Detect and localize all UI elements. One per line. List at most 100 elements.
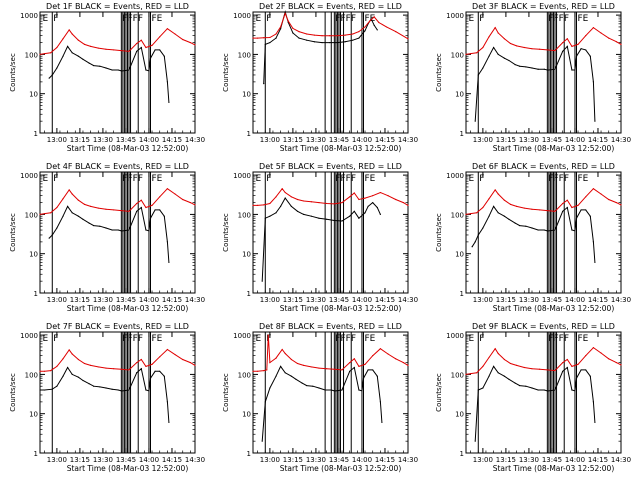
series-point-events <box>503 215 505 217</box>
series-point-lld <box>77 199 79 201</box>
series-point-events <box>333 390 335 392</box>
x-tick-label: 13:00 <box>260 136 280 144</box>
series-point-lld <box>546 209 548 212</box>
x-tick-label: 14:15 <box>375 456 395 464</box>
series-point-lld <box>482 365 484 367</box>
series-point-lld <box>482 46 484 49</box>
series-point-events <box>51 74 53 76</box>
series-point-lld <box>39 213 41 216</box>
series-line-lld <box>253 335 409 372</box>
series-point-events <box>128 389 130 391</box>
series-line-lld <box>253 12 409 40</box>
series-line-events <box>40 366 170 423</box>
series-point-events <box>48 77 50 79</box>
series-point-lld <box>182 38 184 41</box>
series-point-events <box>284 11 286 13</box>
series-point-events <box>280 365 282 367</box>
y-tick-label: 100 <box>25 211 38 219</box>
series-point-events <box>269 387 271 389</box>
series-point-events <box>548 390 550 392</box>
x-tick-label: 13:45 <box>116 456 136 464</box>
flag-label: E <box>469 174 475 184</box>
series-point-events <box>149 217 152 219</box>
flag-label: E <box>256 174 262 184</box>
y-tick-label: 100 <box>238 51 251 59</box>
series-point-lld <box>140 358 142 361</box>
y-axis-label: Counts/sec <box>9 213 17 252</box>
series-point-lld <box>608 358 610 360</box>
series-point-events <box>585 209 587 211</box>
x-tick-label: 13:30 <box>519 456 539 464</box>
series-point-lld <box>395 198 397 201</box>
series-point-lld <box>182 198 184 201</box>
series-point-events <box>280 28 282 30</box>
series-point-lld <box>306 33 308 35</box>
chart-panel-3: Det 3F BLACK = Events, RED = LLD 1 10 100 10… <box>435 2 631 153</box>
series-point-events <box>574 390 576 392</box>
series-point-events <box>554 229 556 231</box>
y-axis-label: Counts/sec <box>9 53 17 92</box>
series-point-events <box>296 210 299 212</box>
series-point-events <box>548 69 550 71</box>
series-point-events <box>321 41 323 44</box>
series-point-lld <box>326 202 328 205</box>
series-point-lld <box>554 369 556 372</box>
series-point-lld <box>83 362 86 365</box>
y-tick-label: 1 <box>247 290 251 298</box>
series-point-events <box>575 377 578 379</box>
series-point-events <box>554 389 556 391</box>
series-point-events <box>474 241 476 243</box>
series-point-lld <box>385 26 388 28</box>
series-point-lld <box>113 368 115 370</box>
series-point-lld <box>494 348 496 350</box>
x-tick-label: 14:30 <box>611 136 631 144</box>
series-point-events <box>122 390 124 392</box>
x-tick-label: 14:15 <box>162 136 182 144</box>
series-point-events <box>335 390 337 392</box>
chart-title: Det 1F BLACK = Events, RED = LLD <box>46 2 189 11</box>
series-point-lld <box>68 189 70 191</box>
series-point-lld <box>379 191 381 194</box>
series-point-events <box>159 370 161 372</box>
series-point-lld <box>252 37 254 39</box>
series-point-lld <box>174 33 176 35</box>
y-tick-label: 1 <box>460 290 464 298</box>
series-point-events <box>537 68 539 70</box>
series-point-events <box>592 241 594 243</box>
series-point-lld <box>189 361 191 364</box>
x-axis-label: Start Time (08-Mar-03 12:52:00) <box>493 144 615 153</box>
series-point-lld <box>620 364 622 366</box>
plot-frame <box>39 11 196 134</box>
series-point-lld <box>252 370 254 372</box>
series-point-lld <box>333 368 335 370</box>
series-point-events <box>488 375 490 377</box>
series-point-events <box>99 386 101 388</box>
series-point-lld <box>275 196 277 198</box>
x-tick-label: 13:15 <box>283 456 303 464</box>
x-tick-label: 13:00 <box>47 456 67 464</box>
series-point-lld <box>120 209 122 212</box>
series-point-lld <box>71 33 73 35</box>
flag-label: E <box>43 334 49 344</box>
series-point-lld <box>267 334 269 336</box>
series-point-events <box>372 369 374 371</box>
series-point-events <box>514 382 516 384</box>
y-axis-label: Counts/sec <box>435 213 443 252</box>
series-point-events <box>136 50 138 52</box>
chart-panel-5: Det 5F BLACK = Events, RED = LLD 1 10 100 10… <box>222 162 418 313</box>
series-point-events <box>358 389 360 391</box>
flag-label: FE <box>577 14 588 24</box>
series-point-events <box>275 375 277 377</box>
series-line-lld <box>465 188 622 215</box>
y-tick-label: 1000 <box>233 12 251 20</box>
series-point-events <box>269 41 271 44</box>
series-point-lld <box>263 37 265 39</box>
series-point-lld <box>600 32 602 34</box>
series-point-events <box>488 215 490 217</box>
series-point-events <box>353 366 355 369</box>
series-point-lld <box>269 36 271 39</box>
series-point-lld <box>407 364 409 366</box>
x-tick-label: 14:15 <box>588 296 608 304</box>
series-point-events <box>306 384 308 387</box>
